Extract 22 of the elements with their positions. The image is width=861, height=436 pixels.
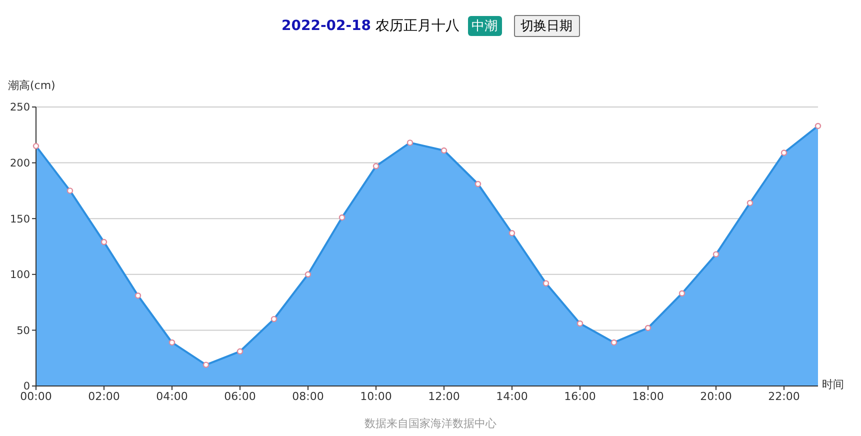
y-tick-label: 250 [10,102,30,114]
text: 切换日期 [514,15,580,37]
y-tick-label: 200 [10,158,30,170]
x-tick-label: 10:00 [360,390,392,403]
x-tick-label: 22:00 [768,390,800,403]
x-tick-label: 02:00 [88,390,120,403]
x-tick-label: 12:00 [428,390,460,403]
x-tick-label: 18:00 [632,390,664,403]
x-axis-title: 时间 [822,377,844,392]
y-axis-title: 潮高(cm) [8,78,56,93]
chart-title: 2022-02-18 农历正月十八 [281,17,460,35]
text: 数据来自国家海洋数据中心 [364,416,498,431]
x-tick-label: 16:00 [564,390,596,403]
y-tick-label: 50 [16,324,30,337]
x-tick-label: 04:00 [156,390,188,403]
y-tick-label: 150 [10,213,30,226]
x-tick-label: 08:00 [292,390,324,403]
text: 中潮 [468,16,502,36]
x-tick-label: 20:00 [700,390,732,403]
x-tick-label: 06:00 [224,390,256,403]
y-tick-label: 100 [10,269,30,282]
x-tick-label: 14:00 [496,390,528,403]
